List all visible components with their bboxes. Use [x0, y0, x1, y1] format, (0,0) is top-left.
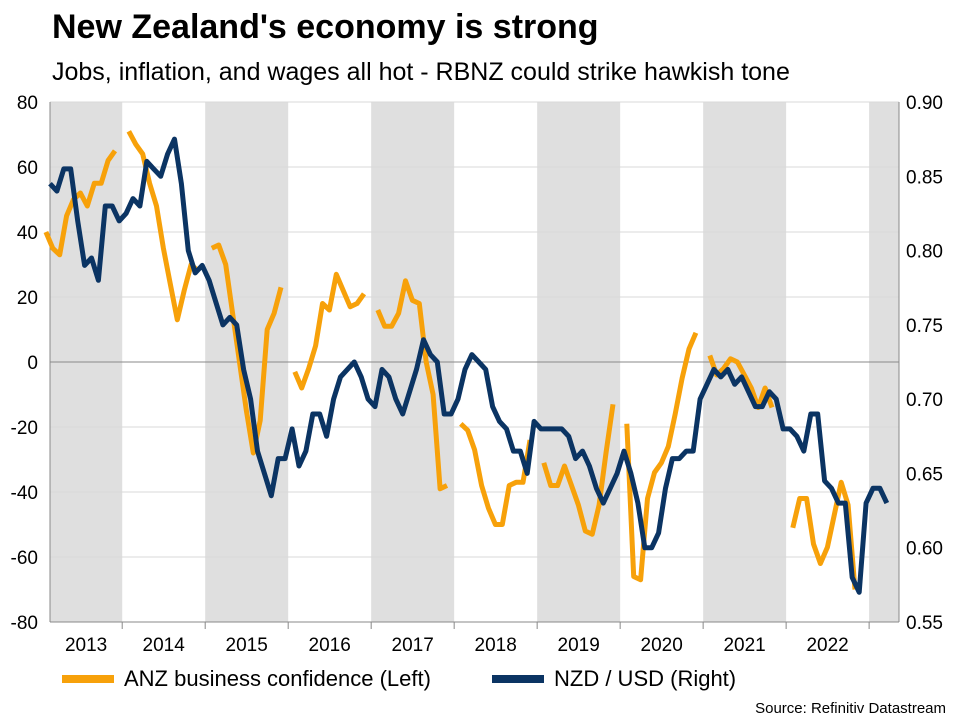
x-tick-label: 2022	[806, 635, 848, 656]
right-tick-label: 0.60	[906, 539, 943, 560]
right-tick-label: 0.80	[906, 242, 943, 263]
legend-label-nzd: NZD / USD (Right)	[554, 666, 737, 691]
x-tick-label: 2016	[309, 635, 351, 656]
left-tick-label: 20	[17, 288, 38, 309]
left-tick-label: -80	[11, 613, 38, 634]
legend-item-nzd: NZD / USD (Right)	[492, 666, 736, 692]
right-tick-label: 0.90	[906, 93, 943, 114]
left-tick-label: 40	[17, 223, 38, 244]
right-tick-label: 0.55	[906, 613, 943, 634]
nzd-usd-line	[48, 136, 890, 595]
source-note: Source: Refinitiv Datastream	[755, 700, 946, 717]
chart-title: New Zealand's economy is strong	[52, 8, 599, 46]
left-tick-label: -60	[11, 548, 38, 569]
legend-swatch-navy	[492, 675, 544, 683]
x-tick-label: 2015	[226, 635, 268, 656]
left-tick-label: 60	[17, 158, 38, 179]
chart-subtitle: Jobs, inflation, and wages all hot - RBN…	[52, 58, 790, 86]
left-tick-label: 0	[27, 353, 38, 374]
left-tick-label: 80	[17, 93, 38, 114]
legend-label-anz: ANZ business confidence (Left)	[124, 666, 431, 691]
left-tick-label: -20	[11, 418, 38, 439]
left-tick-label: -40	[11, 483, 38, 504]
x-tick-label: 2013	[65, 635, 107, 656]
legend-item-anz: ANZ business confidence (Left)	[62, 666, 431, 692]
legend-swatch-orange	[62, 675, 114, 683]
right-tick-label: 0.65	[906, 464, 943, 485]
x-tick-label: 2014	[143, 635, 186, 656]
x-tick-label: 2019	[558, 635, 600, 656]
x-tick-label: 2021	[723, 635, 765, 656]
x-tick-label: 2017	[392, 635, 434, 656]
right-tick-label: 0.75	[906, 316, 943, 337]
x-tick-label: 2020	[641, 635, 683, 656]
x-tick-label: 2018	[475, 635, 517, 656]
right-tick-label: 0.85	[906, 167, 943, 188]
right-tick-label: 0.70	[906, 390, 943, 411]
